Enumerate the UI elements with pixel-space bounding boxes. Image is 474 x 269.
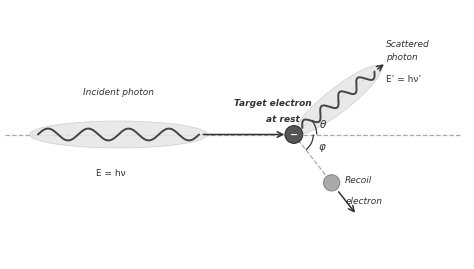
Text: −: − [290, 129, 298, 140]
Circle shape [285, 126, 303, 143]
Text: E’ = hν’: E’ = hν’ [386, 75, 421, 84]
Circle shape [324, 175, 340, 191]
Text: Recoil: Recoil [345, 176, 373, 185]
Text: Scattered: Scattered [386, 40, 429, 49]
Text: electron: electron [345, 197, 382, 206]
Text: θ: θ [319, 120, 326, 130]
Ellipse shape [295, 65, 382, 134]
Text: φ: φ [318, 141, 325, 152]
Text: Incident photon: Incident photon [83, 88, 154, 97]
Ellipse shape [30, 121, 207, 148]
Text: E = hν: E = hν [96, 169, 125, 178]
Text: Target electron: Target electron [234, 99, 311, 108]
Text: at rest: at rest [266, 115, 300, 124]
Text: photon: photon [386, 53, 417, 62]
